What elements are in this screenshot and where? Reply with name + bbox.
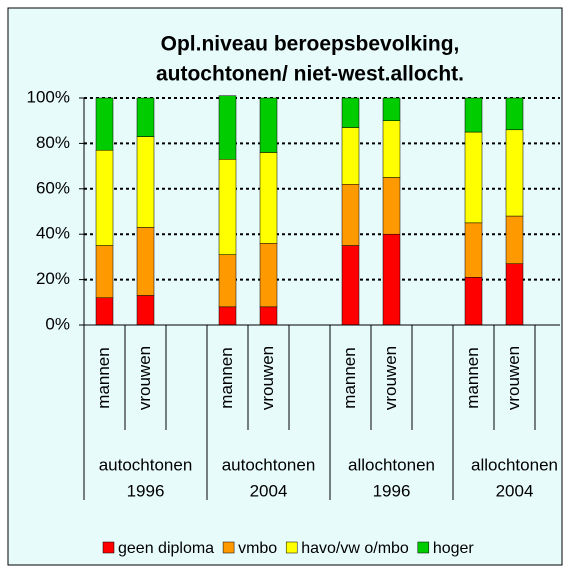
bar-segment <box>382 177 401 235</box>
bar-segment <box>341 127 360 185</box>
bar-segment <box>136 97 155 137</box>
group-label: 1996 <box>127 481 165 500</box>
bar-segment <box>464 222 483 278</box>
bar-segment <box>136 227 155 296</box>
bar-segment <box>259 97 278 153</box>
y-tick-label: 100% <box>27 87 70 106</box>
y-tick-label: 80% <box>36 133 70 152</box>
y-tick-label: 0% <box>45 314 70 333</box>
bar-segment <box>464 131 483 224</box>
y-tick-label: 60% <box>36 178 70 197</box>
bar-segment <box>218 159 237 255</box>
x-tick-label: vrouwen <box>135 346 154 410</box>
legend-swatch <box>417 541 430 554</box>
y-tick-label: 20% <box>36 269 70 288</box>
legend-label: hoger <box>433 540 475 557</box>
bar-segment <box>341 97 360 128</box>
legend-swatch <box>285 541 298 554</box>
chart-title: autochtonen/ niet-west.allocht. <box>156 63 464 86</box>
bar-segment <box>259 306 278 326</box>
bar-segment <box>95 297 114 326</box>
x-tick-label: vrouwen <box>381 346 400 410</box>
y-tick-label: 40% <box>36 224 70 243</box>
x-tick-label: mannen <box>340 347 359 408</box>
bar-segment <box>218 95 237 160</box>
group-label: allochtonen <box>471 455 558 474</box>
bar-segment <box>341 184 360 246</box>
bar-segment <box>95 149 114 246</box>
legend-label: geen diploma <box>118 540 214 557</box>
group-label: 2004 <box>496 481 534 500</box>
x-tick-label: vrouwen <box>504 346 523 410</box>
group-label: allochtonen <box>348 455 435 474</box>
group-label: autochtonen <box>222 455 316 474</box>
group-label: 1996 <box>373 481 411 500</box>
bar-segment <box>95 245 114 299</box>
bar-segment <box>505 215 524 264</box>
bar-segment <box>259 152 278 244</box>
bar-segment <box>464 277 483 326</box>
bar-segment <box>259 243 278 308</box>
legend-label: havo/vw o/mbo <box>301 540 409 557</box>
bar-segment <box>136 295 155 326</box>
bar-segment <box>218 306 237 326</box>
bar-segment <box>464 97 483 133</box>
legend-label: vmbo <box>238 540 277 557</box>
bar-segment <box>505 97 524 131</box>
bar-segment <box>136 136 155 228</box>
bar-segment <box>505 263 524 326</box>
bar-segment <box>341 245 360 326</box>
bar-segment <box>382 97 401 121</box>
x-tick-label: mannen <box>463 347 482 408</box>
x-tick-label: mannen <box>217 347 236 408</box>
bar-segment <box>382 233 401 326</box>
legend-swatch <box>222 541 235 554</box>
x-tick-label: vrouwen <box>258 346 277 410</box>
x-tick-label: mannen <box>94 347 113 408</box>
group-label: 2004 <box>250 481 288 500</box>
bar-segment <box>505 129 524 217</box>
chart-title: Opl.niveau beroepsbevolking, <box>161 33 460 56</box>
bar-segment <box>382 120 401 178</box>
bar-segment <box>218 254 237 308</box>
bar-segment <box>95 97 114 151</box>
group-label: autochtonen <box>99 455 193 474</box>
legend-swatch <box>102 541 115 554</box>
